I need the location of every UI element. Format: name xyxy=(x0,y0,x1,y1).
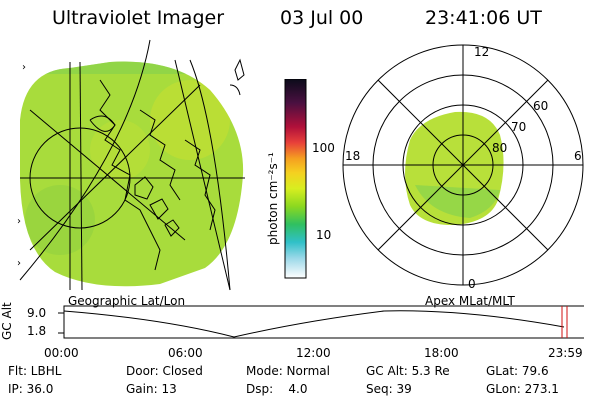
colorbar xyxy=(284,79,307,279)
status-ip: IP: 36.0 xyxy=(8,382,54,396)
time-label: 23:41:06 UT xyxy=(425,7,542,29)
status-glat: GLat: 79.6 xyxy=(486,364,549,378)
status-mode: Mode: Normal xyxy=(246,364,330,378)
geographic-image-panel: › › › xyxy=(17,39,245,291)
timeline-ytick-1: 1.8 xyxy=(27,324,47,338)
app-title: Ultraviolet Imager xyxy=(52,7,225,29)
mlat-label-80: 80 xyxy=(492,141,507,155)
mlt-label-12: 12 xyxy=(474,45,489,59)
status-gain: Gain: 13 xyxy=(126,382,177,396)
mlt-label-6: 6 xyxy=(574,149,582,163)
mlt-label-0: 0 xyxy=(468,277,476,291)
colorbar-tick-100: 100 xyxy=(312,141,335,155)
timeline-xtick-1800: 18:00 xyxy=(424,346,459,360)
altitude-timeline xyxy=(58,305,584,339)
edge-mark-1: › xyxy=(22,62,26,73)
status-seq: Seq: 39 xyxy=(366,382,412,396)
status-filter: Flt: LBHL xyxy=(8,364,62,378)
status-glon: GLon: 273.1 xyxy=(486,382,559,396)
edge-mark-3: › xyxy=(17,258,21,269)
mlt-label-18: 18 xyxy=(345,149,360,163)
altitude-curve xyxy=(63,310,565,338)
status-gc-alt: GC Alt: 5.3 Re xyxy=(366,364,450,378)
timeline-xtick-2359: 23:59 xyxy=(548,346,583,360)
timeline-axis-title: GC Alt xyxy=(0,302,14,340)
timeline-xtick-0000: 00:00 xyxy=(44,346,79,360)
colorbar-tick-10: 10 xyxy=(316,228,332,242)
timeline-ytick-9: 9.0 xyxy=(27,306,47,320)
status-door: Door: Closed xyxy=(126,364,203,378)
timeline-xtick-0600: 06:00 xyxy=(168,346,203,360)
edge-mark-2: › xyxy=(17,216,21,227)
mlat-label-70: 70 xyxy=(511,120,526,134)
coastline-outlines xyxy=(89,58,245,271)
geographic-grid xyxy=(19,39,245,291)
polar-grid xyxy=(342,44,584,286)
timeline-xtick-1200: 12:00 xyxy=(296,346,331,360)
polar-plot: 12 18 6 0 60 70 80 xyxy=(342,44,584,291)
mlat-label-60: 60 xyxy=(533,99,548,113)
apex-caption: Apex MLat/MLT xyxy=(425,294,515,308)
date-label: 03 Jul 00 xyxy=(280,7,364,29)
status-dsp: Dsp: 4.0 xyxy=(246,382,308,396)
geographic-caption: Geographic Lat/Lon xyxy=(68,294,186,308)
colorbar-unit-label: photon cm⁻²s⁻¹ xyxy=(266,152,280,245)
